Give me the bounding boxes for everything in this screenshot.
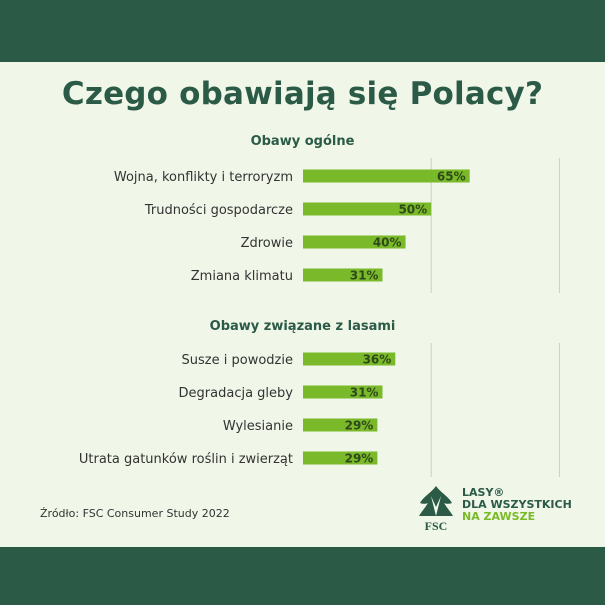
section-title-forest: Obawy związane z lasami — [209, 319, 396, 334]
category-label-0-1: Trudności gospodarcze — [144, 203, 293, 218]
source-note: Źródło: FSC Consumer Study 2022 — [40, 507, 230, 520]
bar-0-1 — [303, 202, 432, 216]
category-label-1-2: Wylesianie — [223, 419, 293, 434]
bar-0-3 — [303, 268, 383, 282]
category-label-1-3: Utrata gatunków roślin i zwierząt — [79, 452, 293, 467]
value-label-1-2: 29% — [345, 419, 374, 433]
section-title-general: Obawy ogólne — [250, 134, 355, 149]
content-panel — [0, 62, 605, 547]
value-label-1-0: 36% — [363, 353, 392, 367]
logo-text: LASY® DLA WSZYSTKICH NA ZAWSZE — [462, 487, 572, 523]
category-label-0-2: Zdrowie — [241, 236, 293, 251]
fsc-mark-text: FSC — [425, 519, 448, 533]
value-label-0-3: 31% — [350, 269, 379, 283]
top-band — [0, 0, 605, 62]
bar-1-0 — [303, 352, 396, 366]
page-title: Czego obawiają się Polacy? — [61, 76, 544, 112]
category-label-1-1: Degradacja gleby — [179, 386, 294, 401]
fsc-logo: FSC LASY® DLA WSZYSTKICH NA ZAWSZE — [414, 483, 584, 533]
category-label-0-3: Zmiana klimatu — [191, 269, 293, 284]
category-label-1-0: Susze i powodzie — [182, 353, 293, 368]
bar-1-2 — [303, 418, 378, 432]
bar-0-2 — [303, 235, 406, 249]
value-label-0-1: 50% — [398, 203, 427, 217]
value-label-0-0: 65% — [437, 170, 466, 184]
value-label-0-2: 40% — [373, 236, 402, 250]
category-label-0-0: Wojna, konflikty i terroryzm — [114, 170, 293, 185]
bar-0-0 — [303, 169, 470, 183]
logo-line-2: DLA WSZYSTKICH — [462, 498, 572, 511]
logo-line-1: LASY® — [462, 486, 505, 499]
logo-line-3: NA ZAWSZE — [462, 510, 536, 523]
bar-1-1 — [303, 385, 383, 399]
value-label-1-1: 31% — [350, 386, 379, 400]
fsc-tree-icon: FSC — [419, 486, 453, 533]
value-label-1-3: 29% — [345, 452, 374, 466]
bottom-band — [0, 547, 605, 605]
bar-1-3 — [303, 451, 378, 465]
